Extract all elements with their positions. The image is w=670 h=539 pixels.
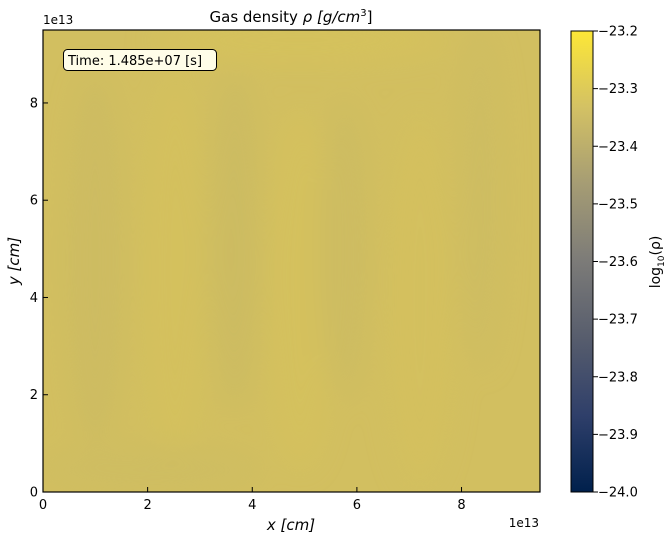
y-tick-label: 4 xyxy=(30,291,38,306)
y-tick-label: 2 xyxy=(30,388,38,403)
colorbar-tick-label: −24.0 xyxy=(598,486,638,501)
y-axis-label: y [cm] xyxy=(5,237,23,286)
colorbar-tick-label: −23.6 xyxy=(598,255,638,270)
colorbar-tick-label: −23.5 xyxy=(598,197,638,212)
y-offset-label: 1e13 xyxy=(43,13,73,27)
y-tick-label: 8 xyxy=(30,96,38,111)
y-tick-label: 6 xyxy=(30,194,38,209)
colorbar xyxy=(570,30,594,493)
heatmap-field xyxy=(43,30,540,492)
x-offset-label: 1e13 xyxy=(509,516,539,530)
y-tick-label: 0 xyxy=(30,486,38,501)
colorbar-tick-label: −23.3 xyxy=(598,82,638,97)
x-tick-label: 0 xyxy=(39,498,47,513)
colorbar-tick-label: −23.9 xyxy=(598,428,638,443)
colorbar-ticks: −23.2 −23.3 −23.4 −23.5 −23.6 −23.7 −23.8 −23.9… xyxy=(593,25,638,501)
colorbar-tick-label: −23.7 xyxy=(598,313,638,328)
colorbar-tick-label: −23.4 xyxy=(598,140,638,155)
x-tick-label: 8 xyxy=(457,498,465,513)
plot-frame xyxy=(42,29,541,493)
chart-title: Gas density ρ [g/cm3] xyxy=(210,8,373,26)
x-axis-ticks: 0 2 4 6 8 xyxy=(39,487,466,513)
x-axis-label: x [cm] xyxy=(266,516,315,534)
colorbar-tick-label: −23.2 xyxy=(598,25,638,40)
colorbar-label: log10(ρ) xyxy=(648,236,667,289)
svg-text:Time: 1.485e+07 [s]: Time: 1.485e+07 [s] xyxy=(67,54,202,69)
x-tick-label: 6 xyxy=(353,498,361,513)
time-annotation: Time: 1.485e+07 [s] xyxy=(63,49,217,71)
y-axis-ticks: 0 2 4 6 8 xyxy=(30,96,48,501)
x-tick-label: 2 xyxy=(143,498,151,513)
x-tick-label: 4 xyxy=(248,498,256,513)
colorbar-tick-label: −23.8 xyxy=(598,370,638,385)
